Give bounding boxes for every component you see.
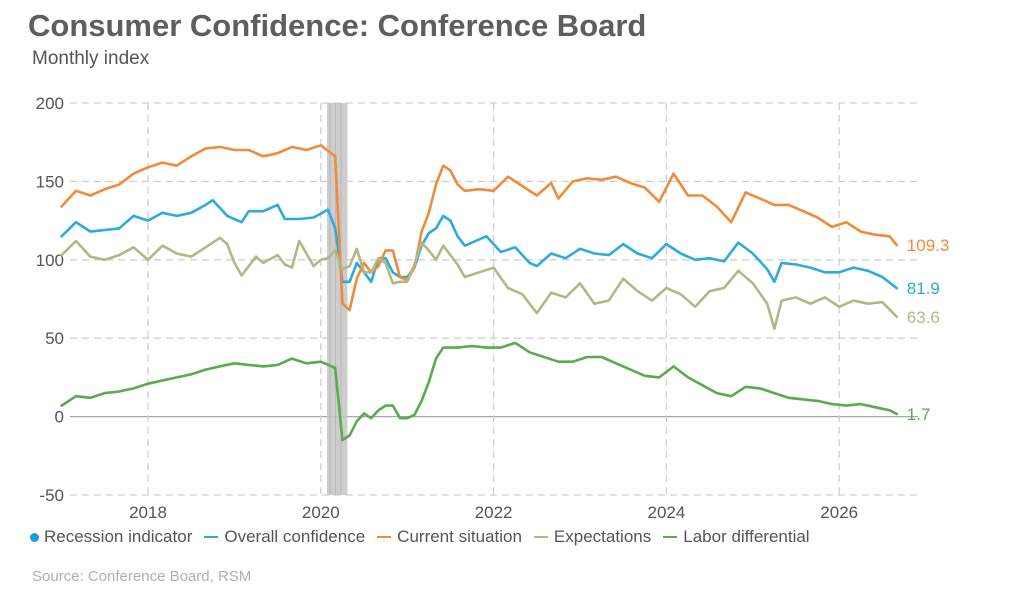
- chart-legend: Recession indicator Overall confidence Cur…: [30, 527, 822, 547]
- end-label-expectations: 63.6: [907, 308, 940, 327]
- x-tick-label: 2018: [129, 503, 167, 522]
- source-note: Source: Conference Board, RSM: [32, 568, 252, 585]
- end-label-current-situation: 109.3: [907, 236, 950, 255]
- legend-line-marker: [663, 536, 678, 538]
- legend-line-marker: [377, 536, 392, 538]
- legend-item-expectations: Expectations: [533, 527, 652, 547]
- x-tick-label: 2024: [647, 503, 685, 522]
- legend-item-labor-differential: Labor differential: [663, 527, 810, 547]
- legend-dot-marker: [30, 532, 39, 542]
- legend-item-current-situation: Current situation: [377, 527, 522, 547]
- legend-label: Overall confidence: [224, 527, 366, 546]
- series-line-current-situation: [60, 144, 899, 312]
- series-line-labor-differential: [60, 341, 899, 442]
- y-tick-label: 100: [36, 251, 64, 270]
- x-tick-label: 2026: [820, 503, 858, 522]
- recession-band: [327, 103, 348, 495]
- y-tick-label: 150: [36, 172, 64, 191]
- series-line-overall-confidence: [60, 198, 899, 290]
- x-tick-label: 2022: [475, 503, 513, 522]
- legend-item-recession-indicator: Recession indicator: [30, 527, 192, 547]
- chart-subtitle: Monthly index: [32, 48, 150, 69]
- legend-label: Current situation: [397, 527, 522, 546]
- legend-item-overall-confidence: Overall confidence: [204, 527, 365, 547]
- y-tick-label: -50: [39, 486, 64, 505]
- end-label-overall-confidence: 81.9: [907, 279, 940, 298]
- legend-line-marker: [204, 536, 219, 538]
- end-label-labor-differential: 1.7: [907, 405, 931, 424]
- legend-line-marker: [533, 536, 548, 538]
- y-tick-label: 0: [55, 408, 64, 427]
- y-tick-label: 200: [36, 94, 64, 113]
- series-line-expectations: [60, 236, 899, 331]
- legend-label: Recession indicator: [44, 527, 193, 546]
- x-tick-label: 2020: [302, 503, 340, 522]
- legend-label: Expectations: [553, 527, 652, 546]
- legend-label: Labor differential: [683, 527, 810, 546]
- chart-title: Consumer Confidence: Conference Board: [28, 8, 647, 43]
- y-tick-label: 50: [45, 329, 64, 348]
